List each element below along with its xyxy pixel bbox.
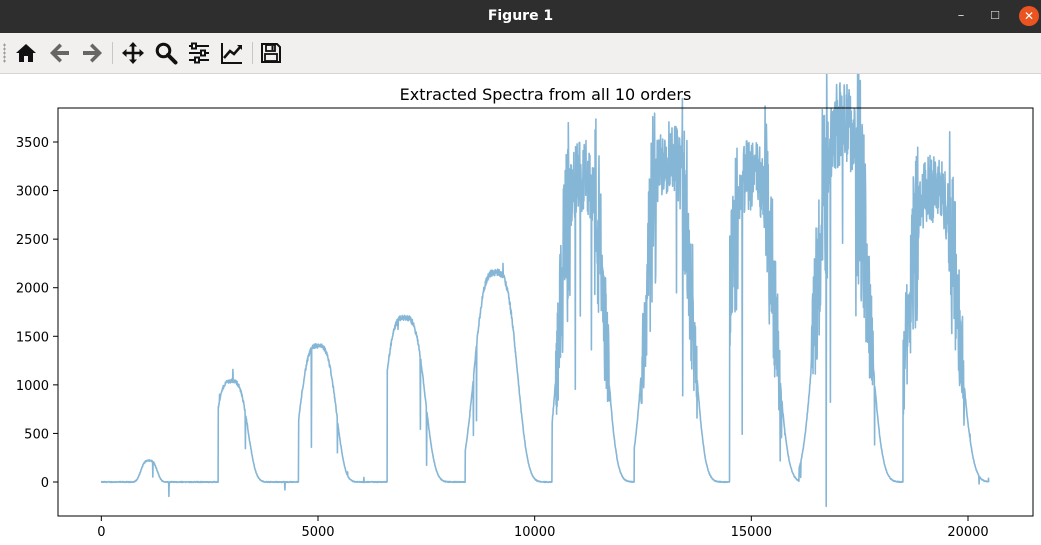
home-button[interactable] <box>13 40 39 66</box>
minimize-button[interactable]: – <box>957 8 965 23</box>
y-tick-label: 1500 <box>16 330 49 345</box>
window-titlebar: Figure 1 – ☐ ✕ <box>0 0 1041 33</box>
edit-curve-button[interactable] <box>219 40 245 66</box>
pan-icon <box>122 42 144 64</box>
subplots-icon <box>189 42 209 64</box>
forward-button[interactable] <box>79 40 105 66</box>
close-button[interactable]: ✕ <box>1019 6 1039 26</box>
edit-curve-icon <box>221 43 242 64</box>
y-tick-label: 2500 <box>16 233 49 248</box>
spectra-chart: Extracted Spectra from all 10 orders 0 500… <box>16 74 1034 540</box>
back-arrow-icon <box>50 43 69 63</box>
chart-title: Extracted Spectra from all 10 orders <box>400 85 692 104</box>
x-tick-label: 15000 <box>731 525 772 540</box>
subplots-button[interactable] <box>186 40 212 66</box>
y-tick-label: 3500 <box>16 136 49 151</box>
pan-button[interactable] <box>120 40 146 66</box>
y-tick-label: 2000 <box>16 282 49 297</box>
save-button[interactable] <box>258 40 284 66</box>
x-tick-label: 5000 <box>301 525 334 540</box>
back-button[interactable] <box>47 40 73 66</box>
plot-frame <box>57 107 1034 517</box>
x-tick-label: 10000 <box>514 525 555 540</box>
toolbar-separator <box>252 42 253 64</box>
y-tick-label: 1000 <box>16 379 49 394</box>
y-tick-label: 500 <box>24 427 49 442</box>
y-tick-label: 0 <box>41 476 49 491</box>
navigation-toolbar <box>0 33 1041 74</box>
save-icon <box>261 43 281 63</box>
zoom-icon <box>155 42 178 65</box>
toolbar-grip <box>3 43 6 63</box>
maximize-button[interactable]: ☐ <box>990 9 1000 22</box>
x-tick-label: 0 <box>97 525 105 540</box>
home-icon <box>16 44 36 62</box>
spectrum-line <box>100 74 990 508</box>
window-title: Figure 1 <box>487 8 554 24</box>
y-tick-label: 3000 <box>16 185 49 200</box>
forward-arrow-icon <box>83 43 102 63</box>
figure-canvas[interactable]: Extracted Spectra from all 10 orders 0 500… <box>0 74 1041 545</box>
toolbar-separator <box>112 42 113 64</box>
zoom-button[interactable] <box>153 40 179 66</box>
x-tick-label: 20000 <box>947 525 988 540</box>
